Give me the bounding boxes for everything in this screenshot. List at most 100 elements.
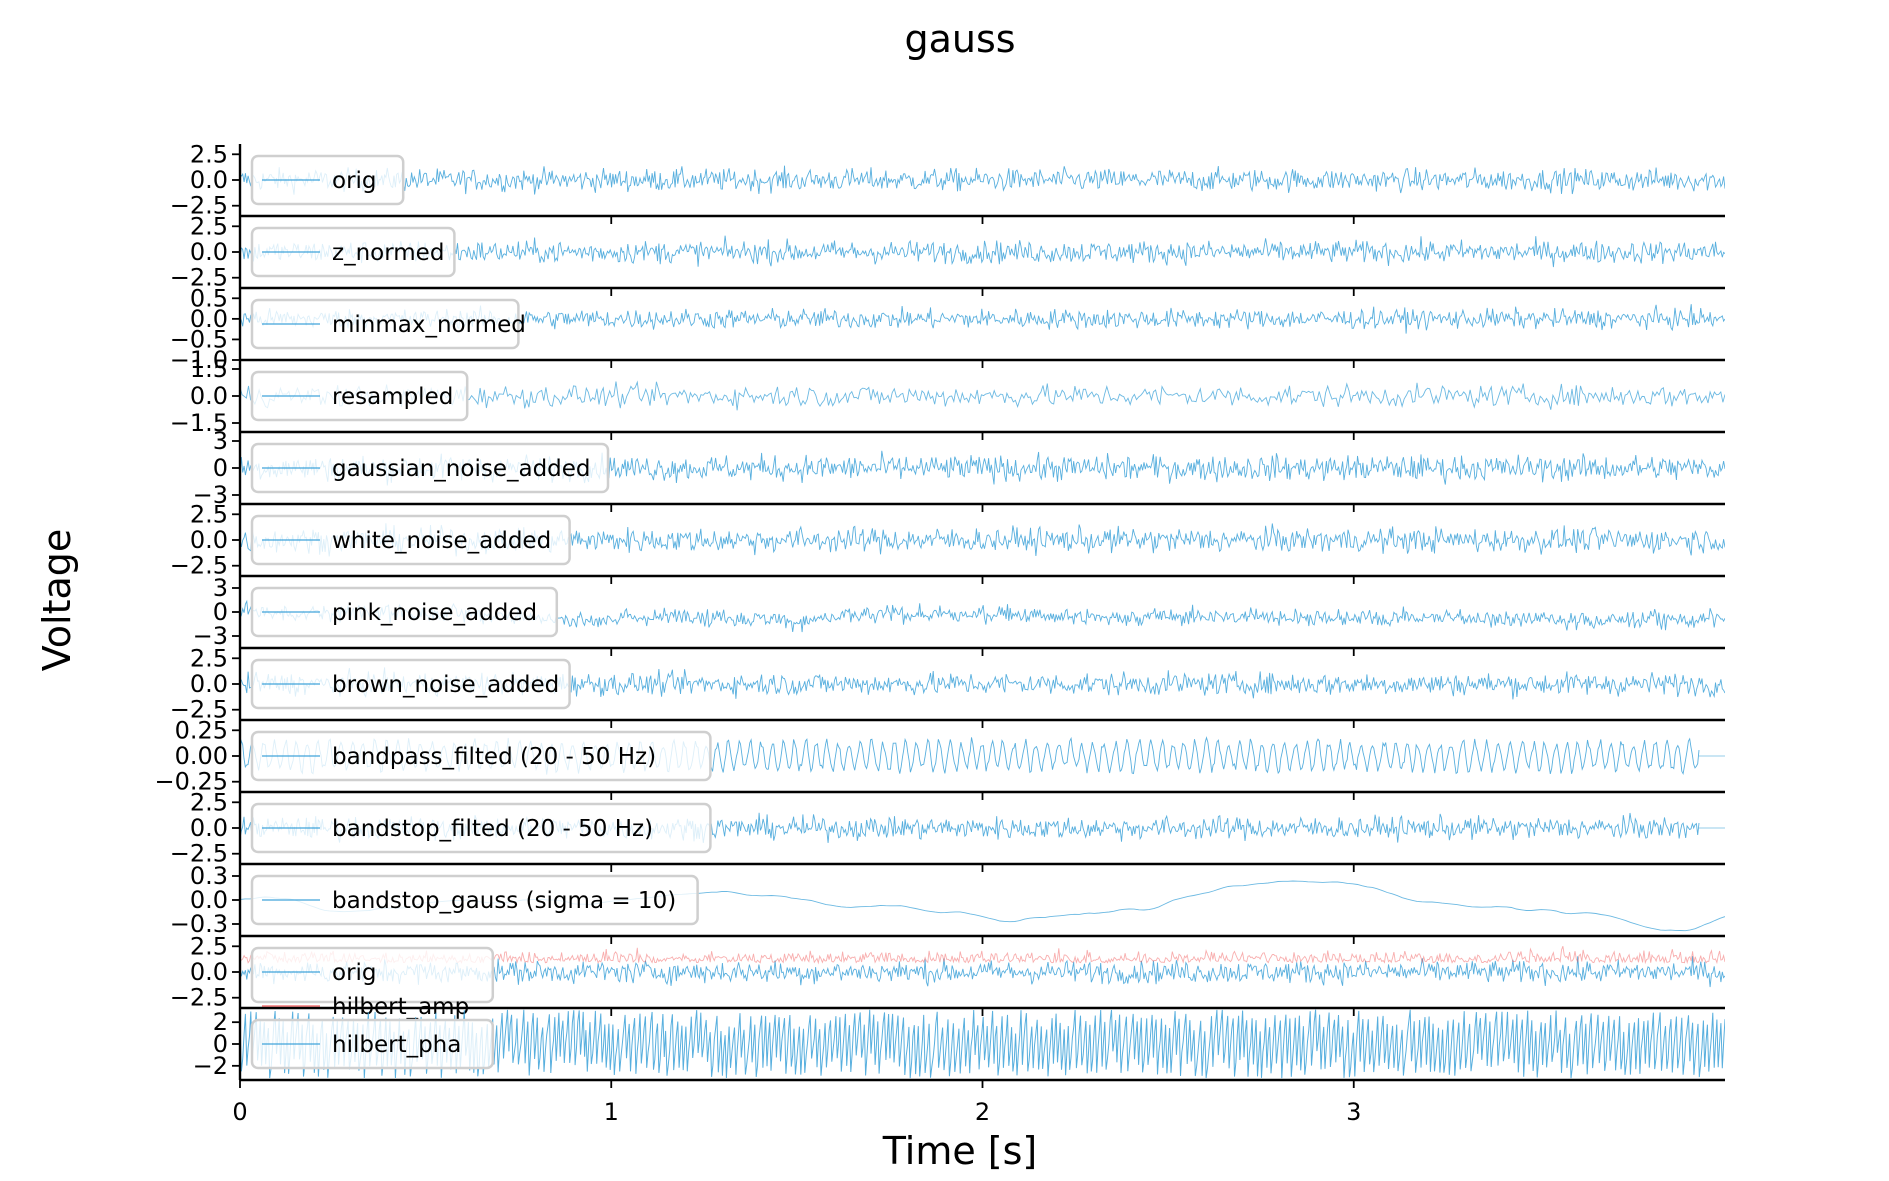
legend-label: bandstop_filted (20 - 50 Hz): [332, 816, 653, 842]
y-tick-label: 3: [213, 427, 228, 455]
y-tick-label: 3: [213, 574, 228, 602]
y-tick-label: 0: [213, 1030, 228, 1058]
legend-box-8: [250, 658, 571, 710]
subplot-5: 30−3 gaussian_noise_added: [193, 427, 1725, 512]
legend-box-6: [250, 514, 571, 566]
legend-box-4: [250, 370, 469, 422]
legend-label: brown_noise_added: [332, 672, 559, 698]
y-tick-label: −2.5: [170, 552, 228, 580]
legend-box-5: [250, 442, 610, 494]
legend-box-3: [250, 298, 520, 350]
legend-13: hilbert_pha: [250, 1018, 495, 1070]
y-tick-label: −0.3: [170, 910, 228, 938]
y-tick-label: 2.5: [190, 500, 228, 528]
subplot-11: 0.30.0−0.3 bandstop_gauss (sigma = 10): [170, 862, 1725, 944]
legend-box-1: [250, 154, 405, 206]
y-tick-label: 0.25: [175, 716, 228, 744]
legend-label: hilbert_amp: [332, 994, 469, 1020]
legend-3: minmax_normed: [250, 298, 526, 350]
legend-10: bandstop_filted (20 - 50 Hz): [250, 802, 712, 854]
subplot-2: 2.50.0−2.5 z_normed: [170, 212, 1725, 296]
y-tick-label: 0.0: [190, 166, 228, 194]
y-tick-label: 0.0: [190, 886, 228, 914]
subplot-8: 2.50.0−2.5 brown_noise_added: [170, 644, 1725, 728]
y-tick-label: 0.0: [190, 382, 228, 410]
y-tick-label: −0.25: [154, 768, 228, 796]
y-tick-label: −2.5: [170, 264, 228, 292]
legend-12: orig hilbert_amp: [250, 946, 495, 1020]
series-line-4-1: [240, 380, 1725, 411]
y-tick-label: 0.3: [190, 862, 228, 890]
legend-9: bandpass_filted (20 - 50 Hz): [250, 730, 712, 782]
y-tick-label: 2.5: [190, 140, 228, 168]
legend-label: white_noise_added: [332, 528, 551, 554]
legend-4: resampled: [250, 370, 469, 422]
legend-label: z_normed: [332, 240, 444, 266]
legend-label: minmax_normed: [332, 312, 526, 338]
legend-box-12: [250, 946, 495, 1004]
y-tick-label: 0.5: [190, 284, 228, 312]
y-tick-label: 0: [213, 598, 228, 626]
x-axis: 0 1 2 3: [232, 1098, 1361, 1126]
x-tick-label: 3: [1346, 1098, 1361, 1126]
y-tick-label: 0.00: [175, 742, 228, 770]
series-line-1-1: [240, 165, 1725, 195]
y-tick-label: −2.5: [170, 984, 228, 1012]
x-axis-label: Time [s]: [882, 1129, 1038, 1173]
y-tick-label: −1.0: [170, 346, 228, 374]
legend-8: brown_noise_added: [250, 658, 571, 710]
y-tick-label: 2.5: [190, 644, 228, 672]
y-tick-label: −0.5: [170, 325, 228, 353]
legend-box-7: [250, 586, 559, 638]
legend-label: bandstop_gauss (sigma = 10): [332, 888, 676, 914]
legend-box-9: [250, 730, 712, 782]
x-tick-label: 0: [232, 1098, 247, 1126]
y-tick-label: −2.5: [170, 840, 228, 868]
legend-label: bandpass_filted (20 - 50 Hz): [332, 744, 656, 770]
legend-box-2: [250, 226, 456, 278]
y-tick-label: 2.5: [190, 212, 228, 240]
legend-label: orig: [332, 168, 377, 194]
y-tick-label: 2: [213, 1008, 228, 1036]
legend-box-10: [250, 802, 712, 854]
y-tick-label: −3: [193, 622, 228, 650]
y-tick-label: 0.0: [190, 305, 228, 333]
subplot-10: 2.50.0−2.5 bandstop_filted (20 - 50 Hz): [170, 788, 1725, 872]
subplot-4: 1.50.0−1.5 resampled: [170, 355, 1725, 440]
y-tick-label: 2.5: [190, 788, 228, 816]
subplot-3: 0.50.0−0.5−1.0 minmax_normed: [170, 284, 1725, 374]
y-tick-label: −2: [193, 1052, 228, 1080]
y-tick-label: −1.5: [170, 409, 228, 437]
legend-label: orig: [332, 960, 377, 986]
legend-box-13: [250, 1018, 495, 1070]
legend-box-11: [250, 874, 699, 926]
subplot-7: 30−3 pink_noise_added: [193, 574, 1725, 656]
legend-6: white_noise_added: [250, 514, 571, 566]
subplot-12: 2.50.0−2.5 orig hilbert_amp: [170, 932, 1725, 1020]
legend-label: pink_noise_added: [332, 600, 537, 626]
y-tick-label: 0.0: [190, 670, 228, 698]
y-tick-label: 2.5: [190, 932, 228, 960]
legend-label: resampled: [332, 384, 453, 410]
legend-11: bandstop_gauss (sigma = 10): [250, 874, 699, 926]
subplot-9: 0.250.00−0.25 bandpass_filted (20 - 50 Hz…: [154, 716, 1725, 800]
subplot-13: 20−2 hilbert_pha: [193, 1008, 1725, 1088]
y-tick-label: 0.0: [190, 238, 228, 266]
legend-label: hilbert_pha: [332, 1032, 461, 1058]
series-line-2-1: [240, 235, 1725, 268]
y-tick-label: −2.5: [170, 192, 228, 220]
x-tick-label: 2: [975, 1098, 990, 1126]
legend-label: gaussian_noise_added: [332, 456, 591, 482]
y-axis-label: Voltage: [35, 529, 79, 672]
y-tick-label: 1.5: [190, 355, 228, 383]
y-tick-label: 0.0: [190, 526, 228, 554]
legend-5: gaussian_noise_added: [250, 442, 610, 494]
subplot-1: 2.50.0−2.5 orig: [170, 140, 1725, 224]
x-tick-label: 1: [604, 1098, 619, 1126]
legend-1: orig: [250, 154, 405, 206]
y-tick-label: −2.5: [170, 696, 228, 724]
y-tick-label: −3: [193, 481, 228, 509]
y-tick-label: 0.0: [190, 814, 228, 842]
y-tick-label: 0.0: [190, 958, 228, 986]
